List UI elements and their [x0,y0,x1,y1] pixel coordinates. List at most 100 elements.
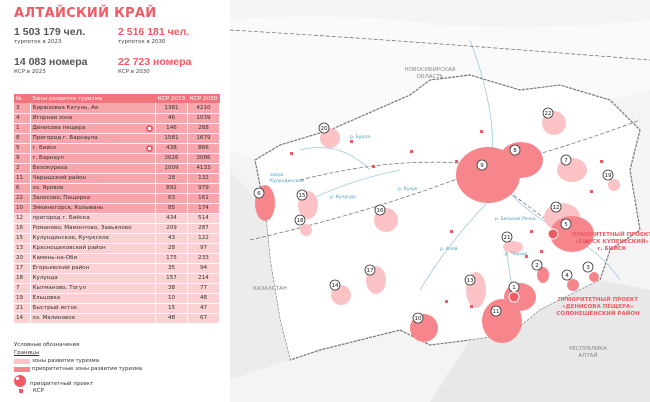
label-lake: озеро [270,173,284,178]
row-zone: Камень-на-Оби [30,253,156,264]
marker-circle [253,187,265,199]
zone-name: Камень-на-Оби [32,255,78,261]
row-no: 18 [14,273,31,284]
legend-borders: Границы [14,350,39,356]
zone-marker[interactable]: 11 [490,305,502,317]
marker-number: 6 [257,191,261,197]
marker-number: 10 [415,316,422,322]
zone-name: пригород г. Бийска [32,215,90,221]
row-zone: Денисова пещера [30,123,156,134]
tourism-zone [589,272,599,282]
col-zone: Зоны развития туризма [30,94,156,103]
zone-marker[interactable]: 15 [296,189,308,201]
marker-circle [560,154,572,166]
marker-circle [318,122,330,134]
row-ksr-2023: 28 [155,243,188,254]
row-ksr-2030: 174 [187,203,220,214]
tourism-zone [300,224,312,236]
row-ksr-2030: 122 [187,233,220,244]
zone-marker[interactable]: 13 [464,274,476,286]
zone-name: Ельцовка [32,295,61,301]
zone-marker[interactable]: 5 [560,218,572,230]
row-no: 17 [14,263,31,274]
zone-marker[interactable]: 10 [412,312,424,324]
zone-name: Кулунда [32,275,58,281]
marker-circle [374,204,386,216]
ksr-marker [445,300,448,303]
zone-marker[interactable]: 8 [509,144,521,156]
zone-marker[interactable]: 1 [508,281,520,293]
project-biysk-name: «БИЙСК КУПЕЧЕСКИЙ» [575,237,649,245]
stat-tourflow-2023: 1 503 179 чел. турпоток в 2023 [14,26,85,45]
legend-label: КСР [33,388,44,394]
zone-marker[interactable]: 20 [318,122,330,134]
ksr-marker [585,240,588,243]
row-zone: Кытманово, Тогул [30,283,156,294]
row-no: 13 [14,243,31,254]
row-ksr-2023: 157 [155,273,188,284]
marker-circle [542,107,554,119]
zone-name: Залесово, Пещерка [32,195,91,201]
novosibirsk-region [230,16,650,160]
table-row: 8 Пригород г. Барнаула 1581 1679 [14,133,220,144]
zone-marker[interactable]: 2 [531,259,543,271]
zone-marker[interactable]: 12 [550,201,562,213]
marker-circle [550,201,562,213]
zone-marker[interactable]: 16 [374,204,386,216]
zone-name: Бирюзовая Катунь, Ая [32,104,99,111]
zone-marker[interactable]: 22 [542,107,554,119]
ksr-marker [290,152,293,155]
ksr-marker [525,255,528,258]
marker-number: 22 [545,111,552,117]
zone-marker[interactable]: 9 [476,159,488,171]
row-ksr-2023: 35 [155,263,188,274]
row-zone: г. Бийск [30,143,156,154]
table-row: 20 Камень-на-Оби 175 233 [14,253,220,264]
marker-circle [412,312,424,324]
zone-name: Кытманово, Тогул [32,285,86,291]
stat-value: 22 723 номера [118,56,192,68]
stat-tourflow-2030: 2 516 181 чел. турпоток в 2030 [118,26,189,45]
table-row: 19 Ельцовка 10 48 [14,293,220,304]
zone-marker[interactable]: 17 [364,264,376,276]
zone-marker[interactable]: 21 [501,231,513,243]
row-zone: Игорная зона [30,113,156,124]
table-row: 17 Егорьевский район 35 94 [14,263,220,274]
label-altai-republic-2: АЛТАЙ [578,352,597,359]
zone-name: оз. Яровое [32,185,64,191]
zone-marker[interactable]: 6 [253,187,265,199]
row-no: 3 [14,103,31,114]
row-no: 19 [14,293,31,304]
project-denisova-name: «ДЕНИСОВА ПЕЩЕРА» [562,304,634,310]
zone-marker[interactable]: 7 [560,154,572,166]
row-ksr-2030: 161 [187,193,220,204]
row-zone: Егорьевский район [30,263,156,274]
priority-project-icon[interactable] [547,228,559,240]
zone-marker[interactable]: 14 [329,279,341,291]
project-biysk-place: г. БИЙСК [598,244,627,252]
marker-number: 21 [504,235,511,241]
priority-project-icon[interactable] [508,291,520,303]
zone-marker[interactable]: 19 [602,169,614,181]
zone-marker[interactable]: 3 [582,261,594,273]
marker-circle [296,189,308,201]
label-altai-republic: РЕСПУБЛИКА [569,346,607,352]
zone-marker[interactable]: 18 [294,214,306,226]
marker-number: 4 [565,273,569,279]
row-no: 20 [14,253,31,264]
marker-number: 2 [535,263,539,269]
row-ksr-2030: 514 [187,213,220,224]
zone-name: Белокуриха [32,165,68,171]
zone-marker[interactable]: 4 [561,269,573,281]
marker-number: 17 [367,268,374,274]
row-ksr-2023: 10 [155,293,188,304]
row-ksr-2023: 28 [155,173,188,184]
marker-circle [602,169,614,181]
altai-republic-area [430,280,650,402]
row-zone: Залесово, Пещерка [30,193,156,204]
legend-title: Условные обозначения [14,342,80,348]
row-ksr-2023: 63 [155,193,188,204]
row-zone: Быстрый исток [30,303,156,314]
row-ksr-2030: 77 [187,283,220,294]
row-no: 12 [14,213,31,224]
